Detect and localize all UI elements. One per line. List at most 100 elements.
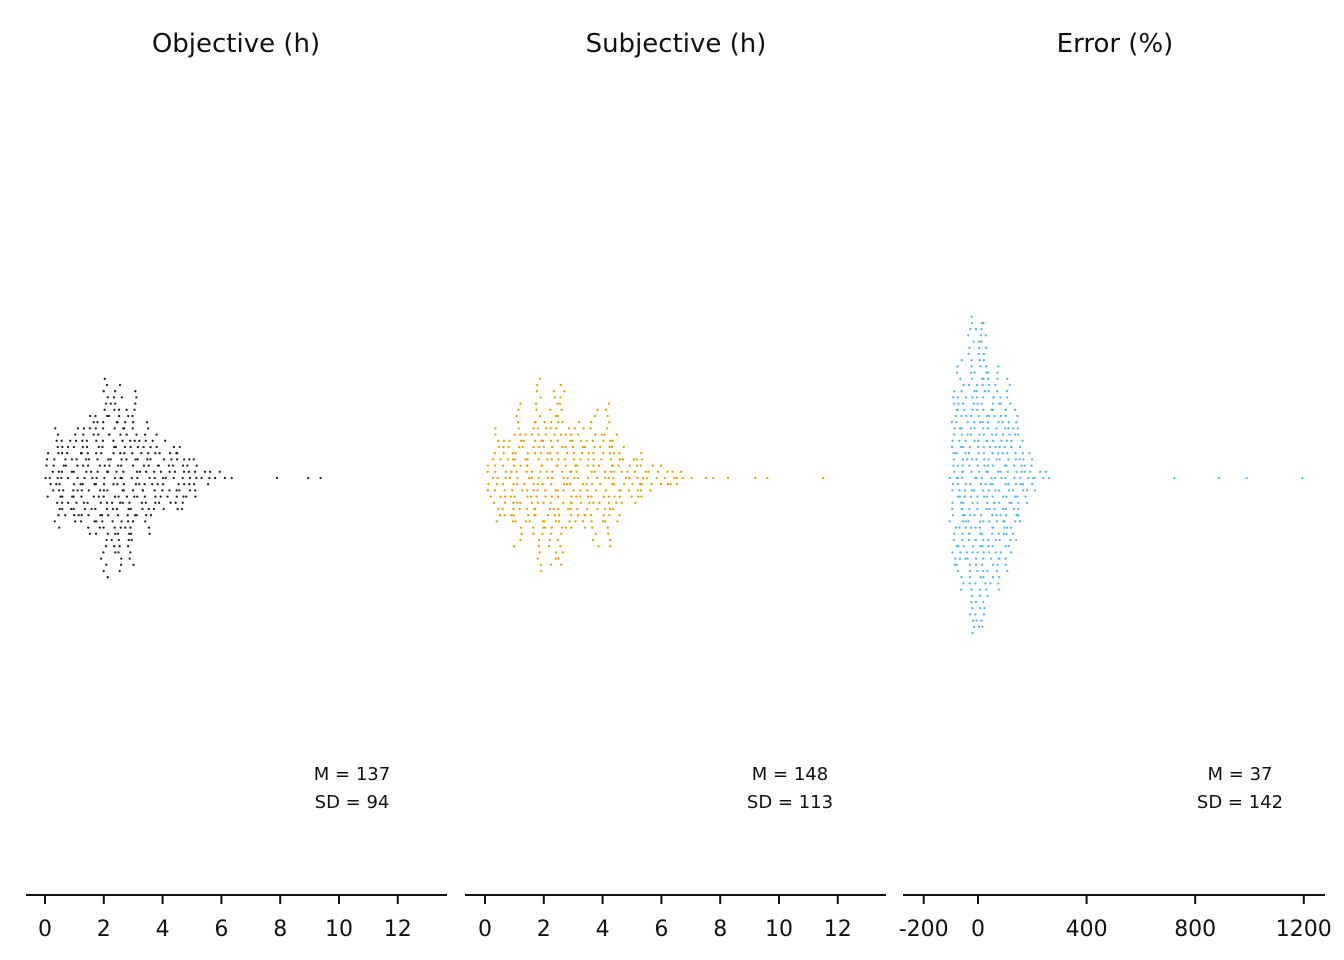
data-point [960,501,963,504]
data-point [948,476,952,480]
data-point [1018,520,1022,523]
data-point [126,520,130,523]
data-point [138,439,141,442]
data-point [526,489,529,492]
data-point [206,483,210,486]
data-point [611,507,615,511]
data-point [213,476,217,480]
data-point [598,501,601,504]
data-point [510,514,513,517]
data-point [119,563,123,566]
data-point [954,452,958,455]
data-point [955,371,959,374]
data-point [1006,377,1009,380]
data-point [604,408,608,411]
data-point [1006,452,1009,455]
data-point [602,439,605,442]
data-point [987,421,990,424]
data-point [119,433,122,436]
data-point [45,458,49,461]
data-point [564,464,567,467]
data-point [1024,495,1027,498]
data-point [978,346,981,349]
data-point [585,483,588,486]
data-point [597,545,600,548]
data-point [985,414,988,418]
data-point [564,526,568,529]
data-point [513,495,516,498]
data-point [567,507,570,511]
data-point [541,483,544,486]
data-point [113,408,116,411]
data-point [133,514,137,517]
data-point [987,458,990,461]
data-point [550,483,553,486]
data-point [1007,427,1010,430]
data-point [172,476,175,480]
data-point [536,501,539,504]
data-point [988,383,991,387]
data-point [144,520,147,523]
data-point [968,507,971,511]
data-point [615,501,618,504]
data-point [556,421,560,424]
data-point [187,470,191,473]
data-point [981,421,984,424]
data-point [650,483,653,486]
sd-label: SD = 142 [1197,792,1283,813]
data-point [963,495,966,498]
data-point [1006,526,1009,529]
data-point [640,495,643,498]
data-point [606,526,609,529]
data-point [66,445,70,449]
data-point [970,594,973,597]
data-point [516,483,519,486]
data-point [537,433,540,436]
data-point [535,408,538,411]
data-point [559,396,562,399]
data-point [991,464,995,467]
data-point [967,538,971,542]
data-point [131,464,135,467]
data-point [92,433,95,436]
data-point [144,439,147,442]
data-point [125,433,128,436]
data-point [125,458,128,461]
data-point [995,520,999,523]
data-point [176,507,179,511]
data-point [554,489,557,492]
data-point [155,433,158,436]
data-point [576,514,580,517]
data-point [590,470,593,473]
data-point [604,489,608,492]
data-point [560,563,563,566]
data-point [101,427,105,430]
data-point [609,470,613,473]
data-point [319,476,322,480]
data-point [608,452,612,455]
data-point [971,408,974,411]
data-point [60,476,63,480]
data-point [125,495,129,498]
data-point [1217,476,1220,480]
data-point [1030,458,1034,461]
data-point [98,526,102,529]
data-point [1013,476,1016,480]
data-point [544,433,547,436]
data-point [162,507,165,511]
data-point [991,402,995,405]
data-point [512,464,516,467]
data-point [988,507,991,511]
data-point [193,470,197,473]
data-point [618,514,621,517]
data-point [1029,470,1032,473]
data-point [1018,445,1022,449]
data-point [493,489,497,492]
data-point [591,439,595,442]
data-point [522,439,525,442]
data-point [997,582,1000,585]
data-point [663,476,667,480]
data-point [559,545,562,548]
data-point [192,483,196,486]
data-point [1019,483,1022,486]
